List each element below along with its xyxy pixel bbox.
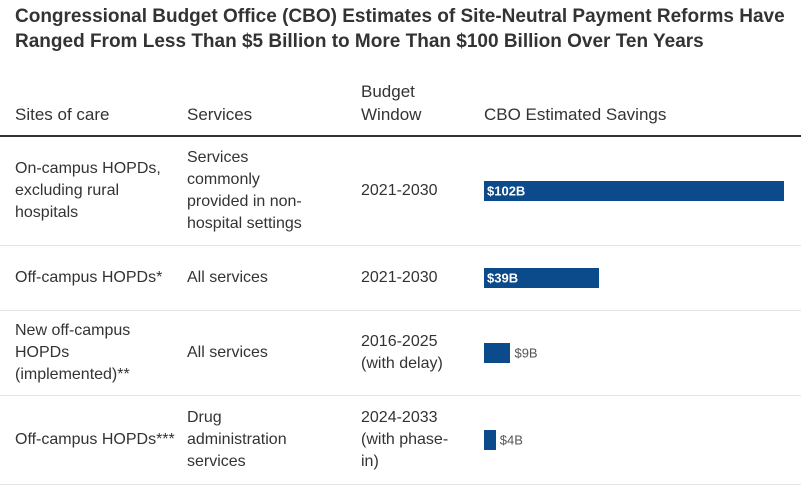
site-cell: Off-campus HOPDs* <box>15 268 163 286</box>
column-header: CBO Estimated Savings <box>484 105 667 124</box>
table-row: New off-campus HOPDs (implemented)** All … <box>0 310 801 396</box>
value-label: $9B <box>514 345 538 360</box>
services-cell: All services <box>187 268 268 286</box>
value-label: $4B <box>499 432 523 447</box>
chart-title: Congressional Budget Office (CBO) Estima… <box>15 6 785 52</box>
header-row: Sites of care Services Budget Window CBO Es… <box>0 80 801 137</box>
bar <box>484 181 784 201</box>
table-row: Off-campus HOPDs* All services 2021-2030 $3… <box>0 245 801 311</box>
bar <box>484 429 496 450</box>
window-cell: 2016-2025 (with delay) <box>361 332 443 372</box>
table-row: On-campus HOPDs, excluding rural hospita… <box>0 137 801 246</box>
site-cell: On-campus HOPDs, excluding rural hospita… <box>15 160 161 221</box>
value-label: $102B <box>487 183 526 199</box>
column-header: Services <box>187 105 253 124</box>
column-header: Budget Window <box>361 82 422 124</box>
bar <box>484 342 511 363</box>
value-label: $39B <box>487 270 519 285</box>
window-cell: 2021-2030 <box>361 268 438 286</box>
column-header: Sites of care <box>15 105 110 124</box>
bar <box>484 267 599 288</box>
services-cell: All services <box>187 343 268 361</box>
window-cell: 2021-2030 <box>361 182 438 199</box>
services-cell: Services commonly provided in non-hospit… <box>187 149 302 232</box>
window-cell: 2024-2033 (with phase-in) <box>361 408 449 470</box>
site-cell: New off-campus HOPDs (implemented)** <box>15 321 131 383</box>
table-row: Off-campus HOPDs*** Drug administration s… <box>0 395 801 485</box>
services-cell: Drug administration services <box>187 408 287 470</box>
site-cell: Off-campus HOPDs*** <box>15 430 175 448</box>
